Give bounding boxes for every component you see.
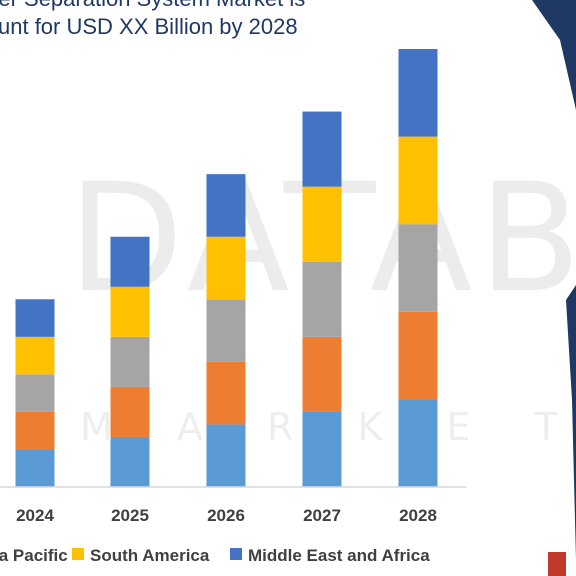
bar-segment-2028-series-0 [398,399,438,487]
bar-segment-2028-series-3 [398,136,438,225]
x-tick-label-2024: 2024 [16,506,54,525]
bar-segment-2025-series-1 [110,386,150,437]
bar-segment-2027-series-2 [302,261,342,337]
bar-segment-2025-series-2 [110,336,150,387]
bar-segment-2025-series-3 [110,286,150,337]
bar-segment-2027-series-3 [302,186,342,262]
bar-segment-2027-series-0 [302,411,342,487]
x-tick-label-2027: 2027 [303,506,341,525]
bar-layer [15,49,438,487]
legend-label-2: Middle East and Africa [248,546,430,565]
bar-segment-2028-series-1 [398,311,438,400]
x-tick-label-2028: 2028 [399,506,437,525]
x-tick-label-2025: 2025 [111,506,149,525]
legend-label-1: South America [90,546,210,565]
legend-swatch-1 [72,548,84,560]
chart-title-line-1: ater Separation System Market is [0,0,305,11]
bar-segment-2024-series-3 [15,336,55,375]
x-axis-ticks: 2024 2025 2026 2027 2028 [16,506,437,525]
bar-segment-2024-series-1 [15,411,55,450]
bar-segment-2025-series-4 [110,236,150,287]
bar-segment-2027-series-1 [302,336,342,412]
bar-segment-2026-series-2 [206,299,246,362]
legend: ia Pacific South America Middle East and A… [0,546,430,565]
chart-title-line-2: unt for USD XX Billion by 2028 [0,14,298,39]
bar-segment-2026-series-4 [206,174,246,237]
bar-segment-2026-series-0 [206,424,246,487]
x-tick-label-2026: 2026 [207,506,245,525]
legend-swatch-2 [230,548,242,560]
side-banner-shape [566,285,576,560]
bar-segment-2024-series-2 [15,374,55,412]
bar-segment-2026-series-3 [206,236,246,300]
bar-segment-2025-series-0 [110,436,150,487]
legend-label-0: ia Pacific [0,546,68,565]
bar-segment-2026-series-1 [206,361,246,425]
corner-accent-shape [548,552,566,576]
bar-segment-2028-series-4 [398,49,438,137]
bar-segment-2024-series-0 [15,449,55,487]
bar-segment-2027-series-4 [302,111,342,187]
bar-segment-2024-series-4 [15,299,55,337]
corner-banner-shape [532,0,576,110]
bar-segment-2028-series-2 [398,224,438,312]
